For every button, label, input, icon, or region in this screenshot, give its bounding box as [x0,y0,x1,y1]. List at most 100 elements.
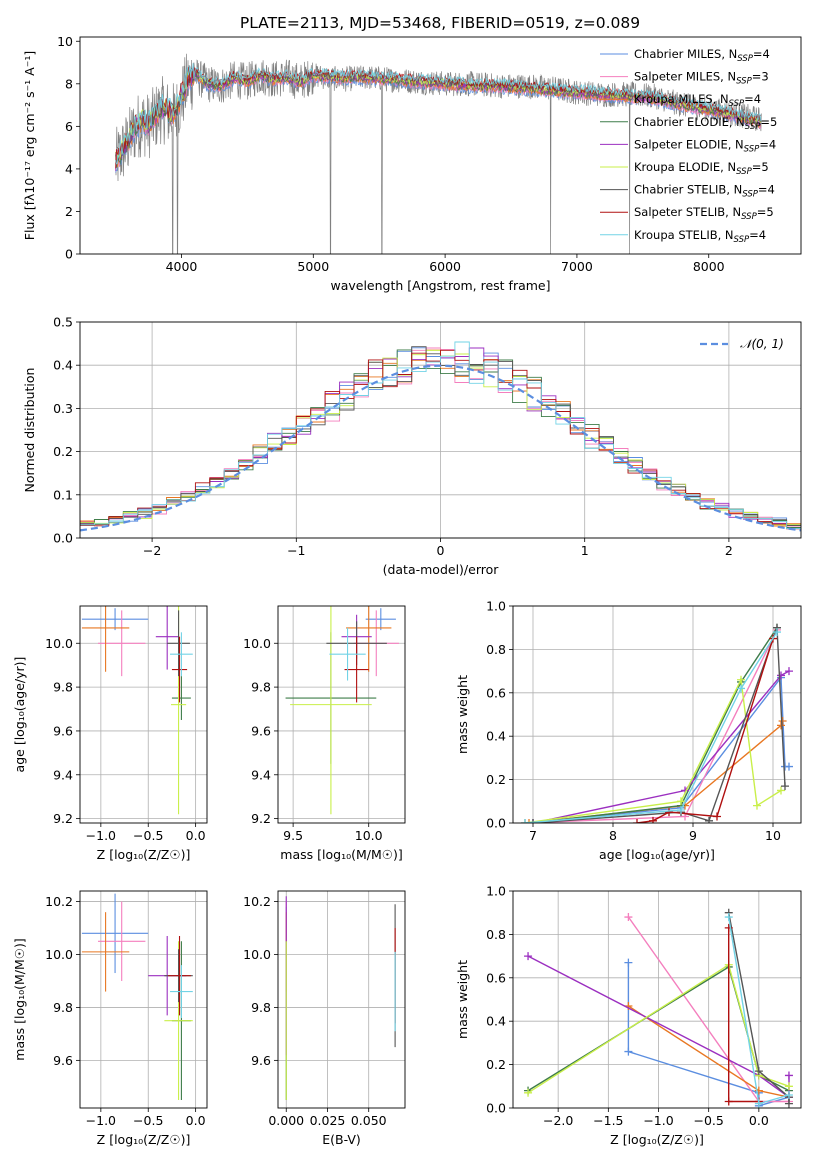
y-tick-label: 0.2 [486,1057,506,1072]
weight-line [532,627,778,823]
x-tick-label: 5000 [297,259,329,274]
weight-marker [665,808,673,817]
legend-label-name: Salpeter MILES, N [634,70,736,84]
model-spectrum-line [115,63,762,165]
y-axis-label: mass [log₁₀(M/M☉)] [12,938,27,1060]
axes-frame [79,321,802,539]
legend-label-suffix: =4 [749,228,766,242]
x-tick-label: 0.025 [310,1113,346,1128]
y-tick-label: 10.0 [243,636,271,651]
legend-label-suffix: =4 [753,47,770,61]
weight-line [532,670,790,823]
legend-label-name: Chabrier ELODIE, N [634,115,745,129]
x-tick-label: 0.0 [749,1113,769,1128]
legend-label-name: Kroupa STELIB, N [634,228,734,242]
panel-weight_vs_Z: −2.0 −1.5 −1.0 −0.5 0.0 0.0 0.2 0.4 0.6 0.8 1.0 Z [… [455,884,802,1147]
x-axis-label: Z [log₁₀(Z/Z☉)] [97,1132,191,1147]
legend-label-sub: SSP [742,190,758,200]
y-axis-label: mass weight [455,675,470,754]
legend-label-name: Chabrier STELIB, N [634,183,742,197]
plot-area-residuals [80,341,801,532]
x-tick-label: 2 [725,543,733,558]
error-bar-point [167,610,190,677]
x-tick-label: 0.000 [268,1113,304,1128]
plot-area-weight_vs_Z [524,908,793,1108]
y-tick-label: 0.2 [486,772,506,787]
x-tick-label: 0.050 [351,1113,387,1128]
y-tick-label: 0 [65,247,73,262]
x-tick-label: 10.0 [355,828,383,843]
error-bar-point [171,636,188,703]
weight-line [524,677,782,823]
weight-marker [777,671,785,680]
y-tick-label: 9.6 [53,723,73,738]
axes-frame [79,605,208,824]
y-tick-label: 0.6 [486,685,506,700]
weight-marker [705,816,713,823]
weight-marker [737,675,745,684]
weight-marker [649,816,657,823]
weight-line [527,963,790,1094]
legend-label-suffix: =3 [752,70,769,84]
legend-label: 𝒩(0, 1) [740,337,784,351]
legend-label-suffix: =4 [758,183,775,197]
y-tick-label: 0.4 [486,729,506,744]
x-axis-label: Z [log₁₀(Z/Z☉)] [610,1132,704,1147]
x-tick-label: −1.0 [86,1113,116,1128]
weight-marker [784,1099,793,1108]
y-axis-label: Normed distribution [22,368,37,493]
x-tick-label: 8 [609,828,617,843]
legend-label: Salpeter ELODIE, NSSP=4 [634,137,776,154]
x-tick-label: −1.0 [643,1113,673,1128]
weight-marker [724,923,733,932]
x-tick-label: −0.5 [133,828,163,843]
legend-label-sub: SSP [729,99,745,109]
panel-residuals: −2 −1 0 1 2 0.0 0.1 0.2 0.3 0.4 0.5 (data-model)/er… [22,315,802,577]
panel-age_vs_mass: 9.5 10.0 9.2 9.4 9.6 9.8 10.0 mass [log₁₀(M/M☉)… [243,605,406,862]
y-tick-label: 0.6 [486,970,506,985]
x-tick-label: −0.5 [133,1113,163,1128]
model-spectrum-line [115,66,762,172]
axes-frame [512,890,802,1109]
weight-marker [713,812,721,821]
x-tick-label: 9 [689,828,697,843]
y-tick-label: 0.0 [53,531,73,546]
weight-marker [724,1097,733,1106]
x-tick-label: 0.0 [186,828,206,843]
x-axis-label: Z [log₁₀(Z/Z☉)] [97,847,191,862]
y-tick-label: 8 [65,76,73,91]
y-axis-label: age [log₁₀(age/yr)] [12,657,27,773]
plot-area-mass_vs_Z [81,893,193,1101]
weight-line [524,631,778,823]
legend-label: Kroupa ELODIE, NSSP=5 [634,160,769,177]
y-tick-label: 1.0 [486,884,506,899]
y-tick-label: 0.0 [486,816,506,831]
panel-weight_vs_age: 7 8 9 10 0.0 0.2 0.4 0.6 0.8 1.0 age [log₁₀(age/yr… [455,599,802,862]
y-tick-label: 9.8 [53,680,73,695]
weight-marker [677,805,685,814]
weight-marker [785,667,793,676]
axes-frame [512,605,802,824]
legend-label-sub: SSP [736,77,752,87]
axes-frame [79,890,208,1109]
weight-series [724,908,793,1108]
weight-series [529,667,793,823]
y-tick-label: 0.1 [53,487,73,502]
y-tick-label: 0.0 [486,1101,506,1116]
y-axis-label: Flux [fλ10⁻¹⁷ erg cm⁻² s⁻¹ A⁻¹] [22,51,37,240]
weight-series [524,960,793,1097]
weight-series [724,913,793,1108]
panel-mass_vs_ebv: 0.000 0.025 0.050 9.6 9.8 10.0 10.2 E(B-V) [243,890,406,1147]
y-tick-label: 9.6 [53,1053,73,1068]
error-bar-point [171,676,191,720]
error-bar-point [346,606,392,672]
y-tick-label: 9.6 [251,1053,271,1068]
legend-label-sub: SSP [736,167,752,177]
panel-spectrum: 4000 5000 6000 7000 8000 0 2 4 6 8 10 wavelength [A… [22,34,802,293]
weight-line [636,638,774,823]
legend-label: Chabrier MILES, NSSP=4 [634,47,770,64]
error-bar-point [81,608,149,631]
y-tick-label: 10 [57,34,73,49]
legend-label: Salpeter MILES, NSSP=3 [634,70,769,87]
legend-label: Kroupa STELIB, NSSP=4 [634,228,766,245]
